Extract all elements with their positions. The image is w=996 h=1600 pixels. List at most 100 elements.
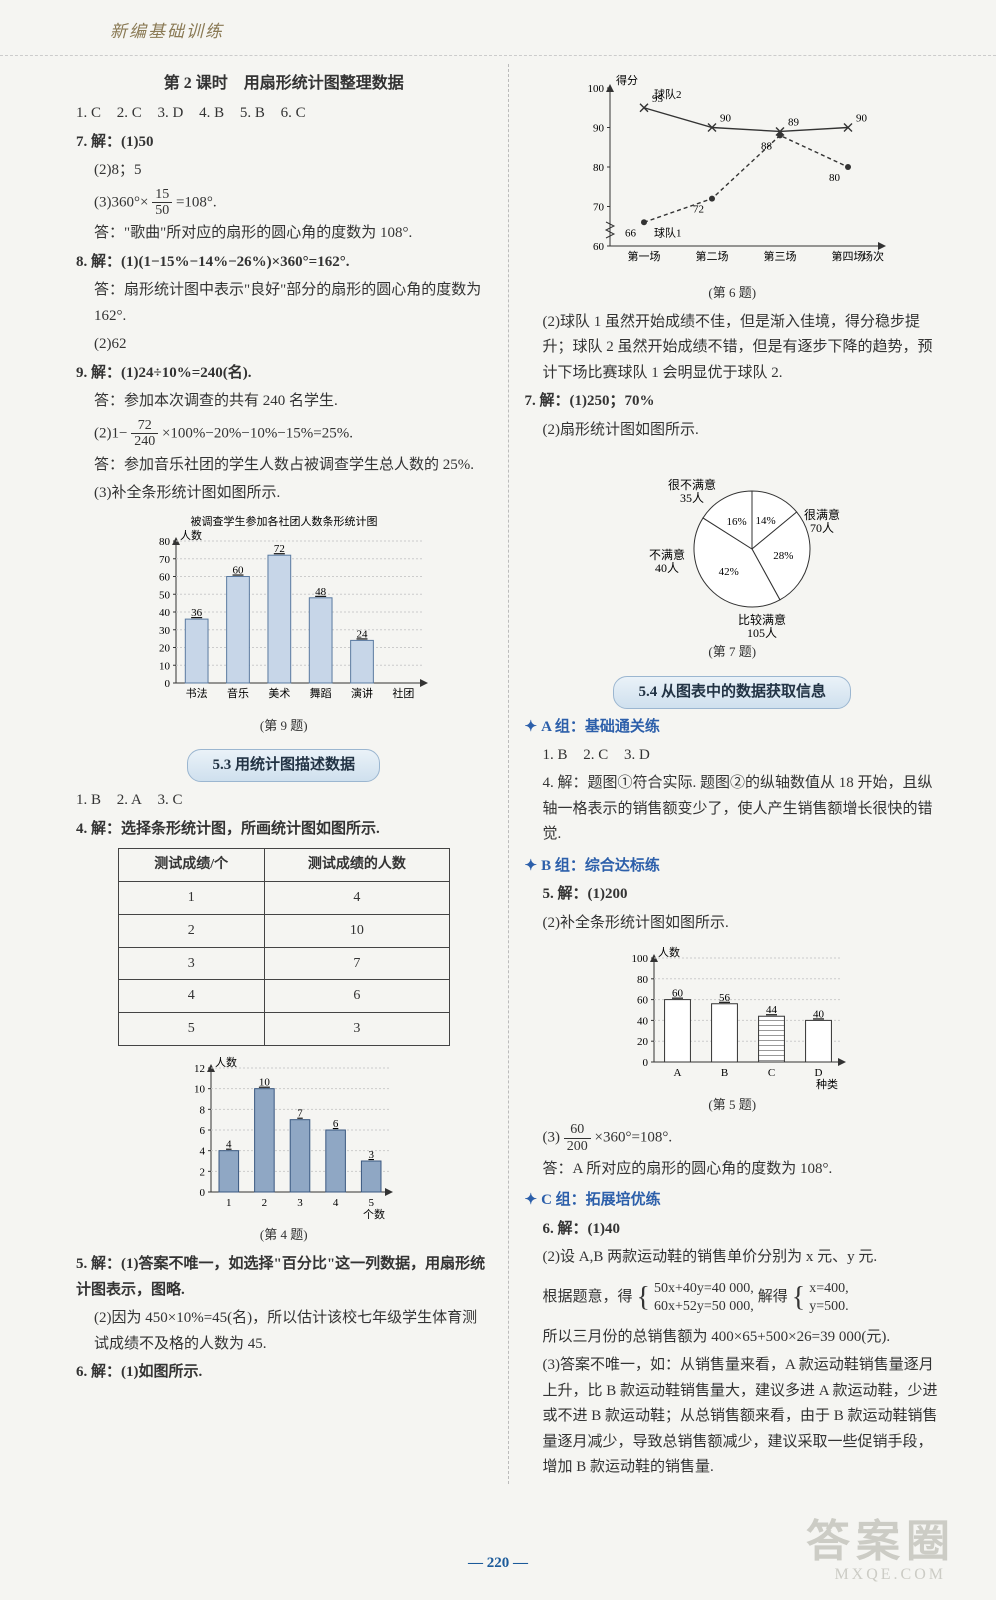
q6r-1: 6. 解：(1)40 <box>543 1217 941 1243</box>
ans: 4. B <box>199 105 224 121</box>
txt: 根据题意，得 <box>543 1285 633 1311</box>
svg-text:3: 3 <box>297 1197 303 1209</box>
th: 测试成绩/个 <box>118 849 264 882</box>
svg-text:第一场: 第一场 <box>628 249 661 263</box>
q6r-3: 所以三月份的总销售额为 400×65+500×26=39 000(元). <box>543 1325 941 1351</box>
left-column: 第 2 课时 用扇形统计图整理数据 1. C 2. C 3. D 4. B 5.… <box>60 64 509 1484</box>
eq: 50x+40y=40 000, <box>654 1280 754 1298</box>
svg-text:得分: 得分 <box>616 74 638 87</box>
q6-2: (2)球队 1 虽然开始成绩不佳，但是渐入佳境，得分稳步提升；球队 2 虽然开始… <box>543 310 941 387</box>
q8-2: (2)62 <box>94 332 492 358</box>
svg-text:人数: 人数 <box>658 946 680 959</box>
ans: 2. C <box>583 747 608 763</box>
q9-3: (3)补全条形统计图如图所示. <box>94 481 492 507</box>
svg-text:80: 80 <box>829 172 841 184</box>
svg-text:7: 7 <box>297 1108 303 1120</box>
td: 4 <box>118 980 264 1013</box>
td: 3 <box>264 1013 449 1046</box>
svg-text:90: 90 <box>593 122 605 134</box>
svg-text:音乐: 音乐 <box>227 686 249 700</box>
lesson-title: 第 2 课时 用扇形统计图整理数据 <box>76 70 492 97</box>
svg-text:舞蹈: 舞蹈 <box>309 687 331 700</box>
right-column: 60708090100得分场次第一场第二场第三场第四场66728880球队195… <box>509 64 957 1484</box>
svg-text:40人: 40人 <box>655 561 679 575</box>
group-a-title: A 组：基础通关练 <box>525 715 941 741</box>
svg-text:70: 70 <box>159 553 171 565</box>
svg-text:70人: 70人 <box>810 521 834 535</box>
eq: x=400, <box>809 1280 848 1298</box>
svg-text:80: 80 <box>159 536 171 548</box>
svg-text:第三场: 第三场 <box>764 249 797 263</box>
svg-text:人数: 人数 <box>180 529 202 542</box>
svg-text:8: 8 <box>199 1104 205 1116</box>
watermark-sub: MXQE.COM <box>834 1561 946 1588</box>
td: 3 <box>118 947 264 980</box>
td: 6 <box>264 980 449 1013</box>
q8-ans: 答：扇形统计图中表示"良好"部分的扇形的圆心角的度数为 162°. <box>94 278 492 329</box>
svg-text:1: 1 <box>226 1197 232 1209</box>
ans: 1. B <box>76 792 101 808</box>
svg-text:66: 66 <box>625 227 637 239</box>
pie7-caption: (第 7 题) <box>525 641 941 663</box>
frac-n: 72 <box>131 418 158 434</box>
q5r-3: (3) 60200 ×360°=108°. <box>543 1122 941 1154</box>
q5-2: (2)因为 450×10%=45(名)，所以估计该校七年级学生体育测试成绩不及格… <box>94 1306 492 1357</box>
svg-text:40: 40 <box>813 1008 825 1020</box>
ans: 6. C <box>281 105 306 121</box>
svg-text:60: 60 <box>593 241 605 253</box>
q6-1: 6. 解：(1)如图所示. <box>76 1360 492 1386</box>
bar-chart-q4: 024681012人数个数41102736435 <box>169 1052 399 1222</box>
section-5-4-title: 5.4 从图表中的数据获取信息 <box>613 676 851 710</box>
svg-text:0: 0 <box>199 1187 205 1199</box>
svg-text:50: 50 <box>159 589 171 601</box>
txt: =108°. <box>176 194 217 210</box>
sec53-mc: 1. B 2. A 3. C <box>76 788 492 814</box>
svg-text:10: 10 <box>194 1084 206 1096</box>
svg-text:很满意: 很满意 <box>804 507 840 522</box>
svg-text:第四场: 第四场 <box>832 249 865 263</box>
q4-intro: 4. 解：选择条形统计图，所画统计图如图所示. <box>76 817 492 843</box>
svg-text:4: 4 <box>226 1139 232 1151</box>
bar-chart-q9: 01020304050607080被调查学生参加各社团人数条形统计图人数36书法… <box>134 513 434 713</box>
q8-1: 8. 解：(1)(1−15%−14%−26%)×360°=162°. <box>76 250 492 276</box>
svg-text:书法: 书法 <box>185 686 207 700</box>
q6r-4: (3)答案不唯一，如：从销售量来看，A 款运动鞋销售量逐月上升，比 B 款运动鞋… <box>543 1353 941 1481</box>
svg-text:60: 60 <box>159 571 171 583</box>
chart6-caption: (第 6 题) <box>525 282 941 304</box>
svg-text:被调查学生参加各社团人数条形统计图: 被调查学生参加各社团人数条形统计图 <box>190 514 377 528</box>
svg-text:C: C <box>768 1067 775 1079</box>
ans: 2. C <box>117 105 142 121</box>
txt: (2)1− <box>94 425 127 441</box>
table-q4: 测试成绩/个 测试成绩的人数 14210374653 <box>118 848 450 1046</box>
frac-n: 15 <box>152 187 172 203</box>
svg-text:44: 44 <box>766 1004 778 1016</box>
q6r-2: (2)设 A,B 两款运动鞋的销售单价分别为 x 元、y 元. <box>543 1245 941 1271</box>
frac-d: 200 <box>564 1139 591 1154</box>
svg-text:24: 24 <box>356 628 368 640</box>
ans: 5. B <box>240 105 265 121</box>
svg-text:14%: 14% <box>756 516 776 528</box>
txt: ×100%−20%−10%−15%=25%. <box>162 425 353 441</box>
td: 7 <box>264 947 449 980</box>
q7r-2: (2)扇形统计图如图所示. <box>543 418 941 444</box>
ans: 1. C <box>76 105 101 121</box>
svg-text:80: 80 <box>637 974 649 986</box>
q9-1: 9. 解：(1)24÷10%=240(名). <box>76 361 492 387</box>
q5-1: 5. 解：(1)答案不唯一，如选择"百分比"这一列数据，用扇形统计图表示，图略. <box>76 1252 492 1303</box>
svg-text:3: 3 <box>368 1149 374 1161</box>
txt: 解得 <box>758 1285 788 1311</box>
svg-text:社团: 社团 <box>392 686 414 700</box>
svg-text:A: A <box>674 1067 682 1079</box>
svg-text:72: 72 <box>274 543 285 555</box>
q5r-1: 5. 解：(1)200 <box>543 882 941 908</box>
eq: y=500. <box>809 1298 848 1316</box>
svg-text:12: 12 <box>194 1063 205 1075</box>
q7-2: (2)8；5 <box>94 158 492 184</box>
svg-text:种类: 种类 <box>816 1077 838 1091</box>
svg-text:球队2: 球队2 <box>654 87 682 101</box>
svg-text:56: 56 <box>719 992 731 1004</box>
svg-text:80: 80 <box>593 162 605 174</box>
svg-text:40: 40 <box>637 1015 649 1027</box>
svg-text:35人: 35人 <box>680 491 704 505</box>
svg-text:演讲: 演讲 <box>351 686 373 700</box>
